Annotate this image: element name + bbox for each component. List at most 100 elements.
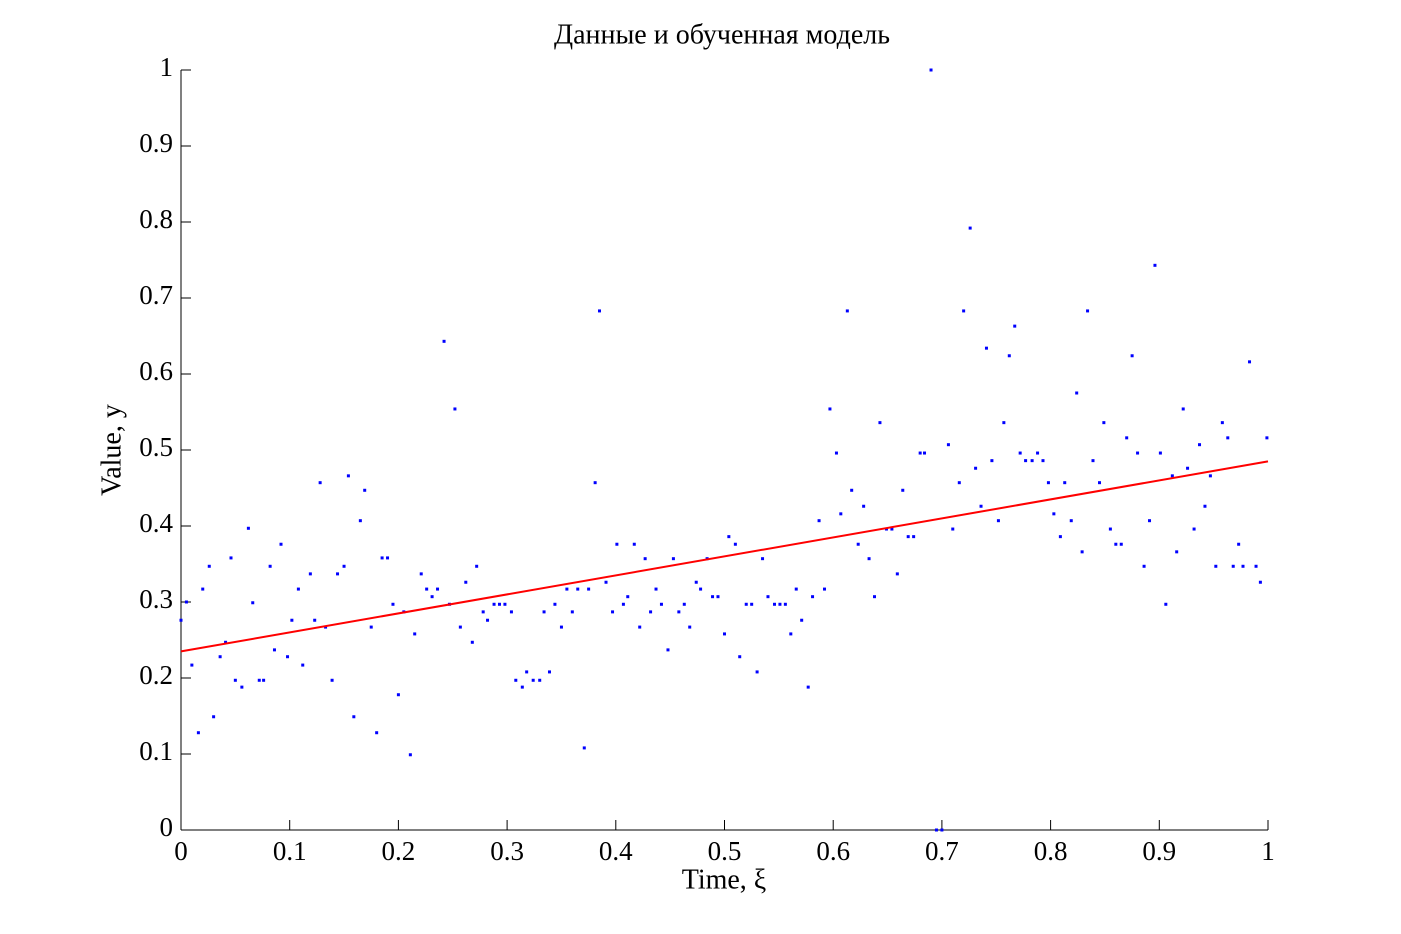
data-point [811, 595, 815, 599]
data-point [582, 746, 586, 750]
data-point [470, 640, 474, 644]
data-point [934, 828, 938, 832]
data-point [184, 600, 188, 604]
x-tick-label: 0.6 [816, 836, 850, 866]
fit-line [180, 460, 1269, 653]
data-point [694, 580, 698, 584]
data-point [990, 459, 994, 463]
data-point [1030, 459, 1034, 463]
data-point [979, 504, 983, 508]
x-tick-label: 0.8 [1034, 836, 1068, 866]
data-point [286, 655, 290, 659]
data-point [666, 648, 670, 652]
data-point [481, 610, 485, 614]
data-point [1237, 542, 1241, 546]
data-point [912, 535, 916, 539]
data-point [1142, 564, 1146, 568]
data-point [538, 678, 542, 682]
data-point [962, 309, 966, 313]
data-point [1248, 360, 1252, 364]
data-point [1136, 451, 1140, 455]
data-point [1153, 263, 1157, 267]
y-tick-label: 0.8 [139, 204, 173, 234]
y-tick-label: 0.9 [139, 128, 173, 158]
data-point [716, 595, 720, 599]
data-point [240, 685, 244, 689]
data-point [1254, 564, 1258, 568]
x-tick-label: 1 [1261, 836, 1275, 866]
data-point [352, 715, 356, 719]
x-tick-label: 0.4 [599, 836, 633, 866]
data-point [565, 587, 569, 591]
data-point [1181, 407, 1185, 411]
data-point [497, 602, 501, 606]
data-point [867, 557, 871, 561]
data-point [1052, 512, 1056, 516]
data-point [800, 618, 804, 622]
data-point [279, 542, 283, 546]
data-point [272, 648, 276, 652]
data-point [1226, 436, 1230, 440]
data-point [570, 610, 574, 614]
data-point [369, 625, 373, 629]
data-point [413, 632, 417, 636]
data-point [856, 542, 860, 546]
data-point [1098, 481, 1102, 485]
data-point [290, 618, 294, 622]
data-point [425, 587, 429, 591]
data-point [806, 685, 810, 689]
data-point [509, 610, 513, 614]
data-point [1091, 459, 1095, 463]
data-point [1119, 542, 1123, 546]
data-point [974, 466, 978, 470]
y-tick-label: 0.7 [139, 280, 173, 310]
data-point [218, 655, 222, 659]
data-point [1170, 474, 1174, 478]
data-point [890, 527, 894, 531]
data-point [436, 587, 440, 591]
data-point [1007, 354, 1011, 358]
data-point [514, 678, 518, 682]
data-point [626, 595, 630, 599]
x-tick-label: 0.3 [490, 836, 524, 866]
chart-title: Данные и обученная модель [554, 19, 890, 50]
data-point [503, 602, 507, 606]
data-point [671, 557, 675, 561]
y-tick-label: 0.3 [139, 584, 173, 614]
data-point [968, 226, 972, 230]
data-point [559, 625, 563, 629]
data-point [773, 602, 777, 606]
y-tick-label: 0.5 [139, 432, 173, 462]
data-point [957, 481, 961, 485]
data-point [755, 670, 759, 674]
data-point [464, 580, 468, 584]
data-point [531, 678, 535, 682]
data-point [486, 618, 490, 622]
data-point [699, 587, 703, 591]
data-point [1114, 542, 1118, 546]
data-point [308, 572, 312, 576]
data-point [654, 587, 658, 591]
data-point [246, 526, 250, 530]
data-point [251, 601, 255, 605]
data-point [984, 346, 988, 350]
data-point [845, 309, 849, 313]
x-tick-label: 0.2 [382, 836, 416, 866]
data-point [1265, 436, 1269, 440]
y-tick-label: 1 [160, 52, 174, 82]
data-point [611, 610, 615, 614]
data-point [850, 488, 854, 492]
data-point [1002, 421, 1006, 425]
data-point [632, 542, 636, 546]
data-point [789, 632, 793, 636]
data-point [1063, 481, 1067, 485]
data-point [453, 407, 457, 411]
data-point [492, 602, 496, 606]
data-point [1198, 443, 1202, 447]
data-point [313, 618, 317, 622]
data-point [895, 572, 899, 576]
data-point [587, 587, 591, 591]
data-point [190, 663, 194, 667]
